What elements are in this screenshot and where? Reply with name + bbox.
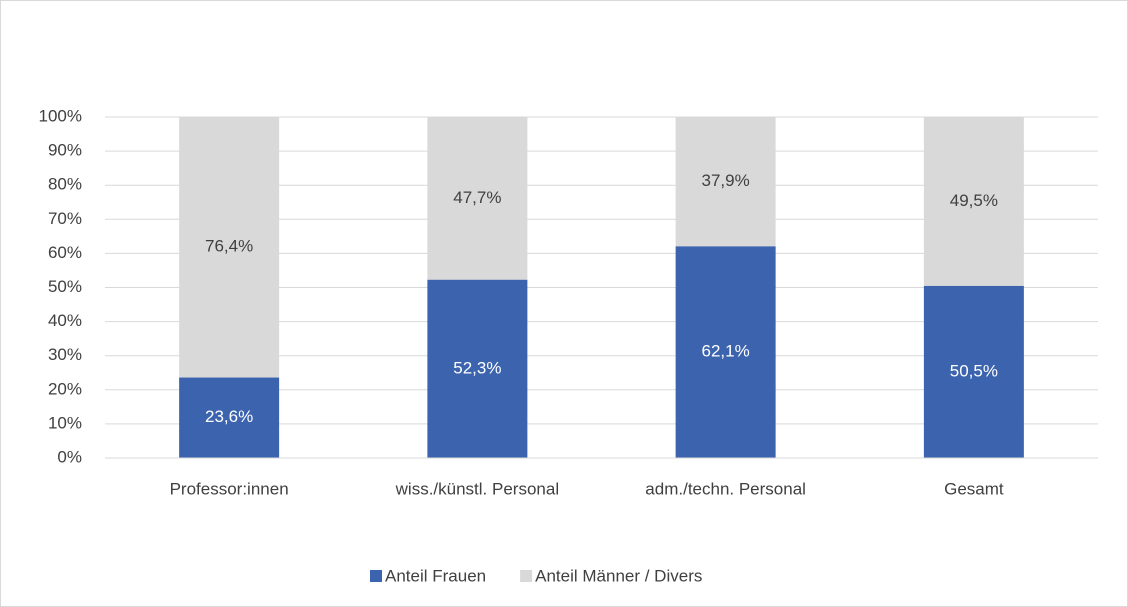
value-label: 52,3% — [453, 358, 501, 377]
legend-swatch — [370, 570, 382, 582]
bar-segment — [179, 377, 280, 458]
y-tick-label: 60% — [48, 243, 82, 262]
x-tick-label: Professor:innen — [170, 479, 289, 498]
bar-segment — [427, 279, 528, 458]
value-label: 23,6% — [205, 407, 253, 426]
y-tick-label: 90% — [48, 141, 82, 160]
value-label: 37,9% — [702, 171, 750, 190]
value-label: 49,5% — [950, 191, 998, 210]
bar-segment — [427, 117, 528, 280]
y-tick-label: 50% — [48, 277, 82, 296]
y-tick-label: 70% — [48, 209, 82, 228]
y-tick-label: 40% — [48, 311, 82, 330]
legend-swatch — [520, 570, 533, 582]
bar-segment — [923, 117, 1024, 286]
value-label: 76,4% — [205, 237, 253, 256]
value-label: 47,7% — [453, 188, 501, 207]
bar-segment — [675, 117, 776, 247]
y-tick-label: 80% — [48, 175, 82, 194]
value-label: 50,5% — [950, 361, 998, 380]
y-tick-label: 20% — [48, 379, 82, 398]
x-tick-label: Gesamt — [944, 479, 1004, 498]
bar-segment — [179, 117, 280, 378]
y-tick-label: 30% — [48, 345, 82, 364]
y-tick-label: 0% — [57, 447, 82, 466]
legend-label: Anteil Frauen — [385, 566, 486, 585]
y-tick-label: 100% — [39, 106, 82, 125]
x-tick-label: wiss./künstl. Personal — [395, 479, 559, 498]
y-tick-label: 10% — [48, 413, 82, 432]
bar-segment — [675, 246, 776, 458]
x-tick-label: adm./techn. Personal — [645, 479, 806, 498]
legend-label: Anteil Männer / Divers — [535, 566, 702, 585]
value-label: 62,1% — [702, 342, 750, 361]
bar-segment — [923, 285, 1024, 458]
